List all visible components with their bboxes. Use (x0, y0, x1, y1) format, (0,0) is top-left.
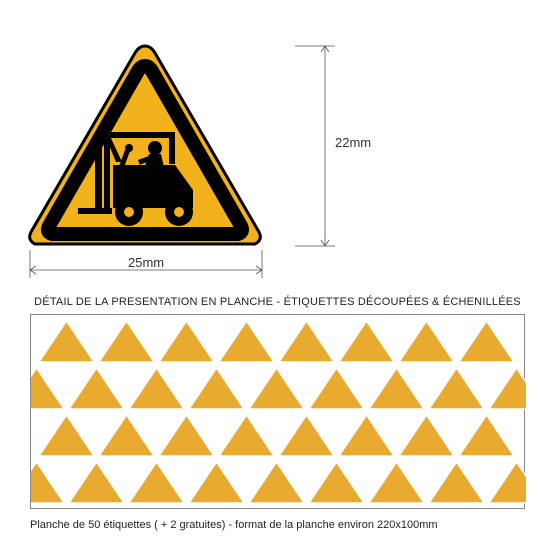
top-section: 22mm 25mm (0, 0, 555, 290)
height-label: 22mm (335, 135, 371, 150)
label-sheet (30, 314, 525, 509)
sheet-heading: DÉTAIL DE LA PRESENTATION EN PLANCHE - É… (0, 296, 555, 308)
forklift-warning-icon (25, 40, 265, 250)
width-label: 25mm (128, 255, 164, 270)
caption-text: Planche de 50 étiquettes ( + 2 gratuites… (30, 519, 555, 531)
warning-triangle-sign (25, 40, 265, 255)
sheet-grid-icon (31, 315, 526, 510)
